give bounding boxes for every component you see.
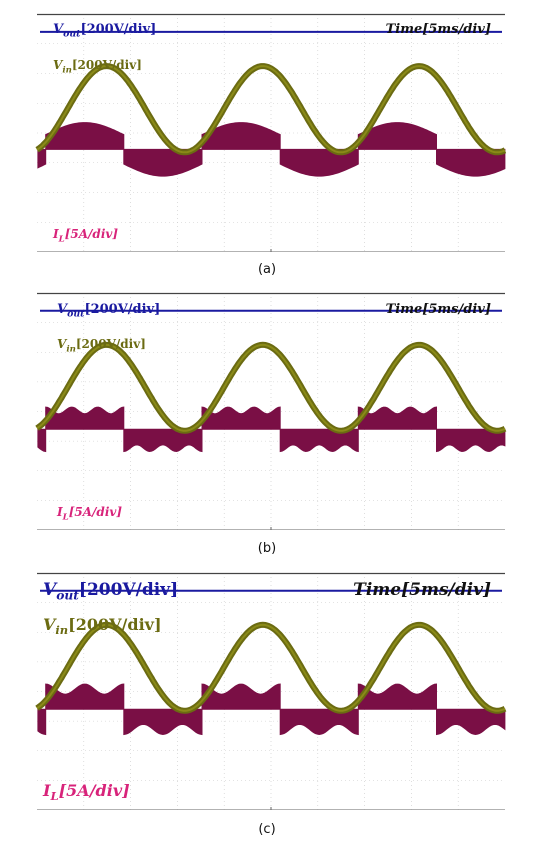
vout-label: Vout[200V/div] — [53, 22, 157, 40]
scope-plot-c — [35, 572, 507, 810]
il-burst — [279, 148, 359, 177]
il-burst — [357, 406, 437, 430]
scope-panel-b: Vout[200V/div] Time[5ms/div] Vin[200V/di… — [35, 292, 507, 530]
il-trace — [37, 122, 506, 177]
vin-label: Vin[200V/div] — [43, 615, 162, 638]
vin-label: Vin[200V/div] — [53, 58, 142, 76]
vin-trace-core — [36, 343, 506, 432]
vout-label: Vout[200V/div] — [43, 580, 179, 603]
time-label: Time[5ms/div] — [385, 22, 491, 37]
vin-trace-core — [36, 65, 506, 154]
il-burst — [279, 708, 359, 736]
il-burst — [37, 708, 47, 736]
il-burst — [201, 406, 281, 430]
il-trace — [37, 683, 506, 736]
caption-b: (b) — [257, 541, 277, 556]
il-burst — [37, 428, 47, 453]
il-burst — [436, 148, 506, 177]
vin-trace-core — [36, 623, 506, 712]
il-burst — [37, 148, 47, 169]
il-burst — [123, 708, 203, 736]
vin-label: Vin[200V/div] — [57, 337, 146, 355]
il-burst — [279, 428, 359, 453]
il-label: IL[5A/div] — [43, 781, 130, 804]
time-label: Time[5ms/div] — [353, 580, 491, 600]
scope-panel-a: Vout[200V/div] Time[5ms/div] Vin[200V/di… — [35, 13, 507, 252]
vout-label: Vout[200V/div] — [57, 302, 161, 320]
il-burst — [436, 708, 506, 736]
caption-a: (a) — [257, 262, 277, 277]
time-label: Time[5ms/div] — [385, 302, 491, 317]
scope-panel-c: Vout[200V/div] Time[5ms/div] Vin[200V/di… — [35, 572, 507, 810]
il-burst — [45, 406, 125, 430]
il-burst — [123, 428, 203, 453]
il-label: IL[5A/div] — [57, 505, 123, 523]
scope-plot-b — [35, 292, 507, 530]
il-label: IL[5A/div] — [53, 227, 119, 245]
il-burst — [436, 428, 506, 453]
il-burst — [123, 148, 203, 177]
scope-plot-a — [35, 13, 507, 252]
caption-c: (c) — [258, 822, 276, 837]
il-trace — [37, 406, 506, 453]
